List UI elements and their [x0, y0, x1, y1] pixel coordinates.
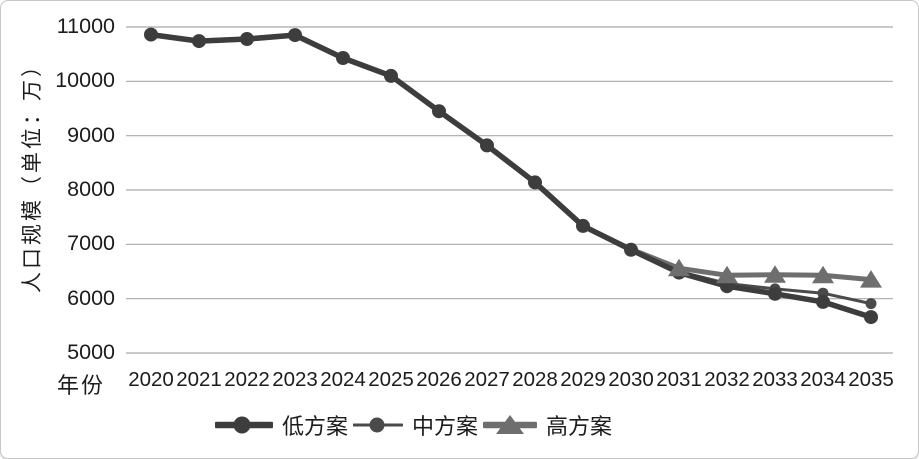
series-high-marker — [764, 265, 786, 283]
x-tick-label: 2029 — [560, 368, 606, 391]
x-tick-label: 2033 — [752, 368, 798, 391]
x-tick-label: 2022 — [224, 368, 270, 391]
series-low-marker — [480, 138, 494, 153]
x-tick-label: 2024 — [320, 368, 366, 391]
x-tick-label: 2020 — [128, 368, 174, 391]
series-mid-line — [150, 33, 872, 306]
legend-label-mid: 中方案 — [412, 414, 479, 439]
x-tick-label: 2028 — [512, 368, 558, 391]
x-tick-label: 2026 — [416, 368, 462, 391]
series-low-marker — [336, 51, 350, 65]
x-tick-label: 2032 — [704, 368, 750, 391]
series-high-line — [150, 32, 872, 283]
y-tick-label: 9000 — [67, 122, 115, 147]
series-low-marker — [384, 68, 398, 83]
series-low-marker — [624, 242, 638, 257]
series-low-marker — [576, 218, 590, 233]
series-low-line — [150, 31, 872, 320]
y-tick-label: 7000 — [67, 231, 115, 256]
series-low-marker — [768, 286, 782, 301]
series-low-marker — [288, 28, 302, 43]
series-low-marker — [864, 310, 878, 325]
legend-label-high: 高方案 — [546, 414, 613, 439]
x-tick-label: 2031 — [656, 368, 702, 391]
x-tick-label: 2027 — [464, 368, 510, 391]
series-high-marker — [860, 270, 882, 288]
x-axis-title: 年份 — [57, 373, 106, 398]
legend-item-high: 高方案 — [483, 409, 612, 441]
x-tick-label: 2034 — [800, 368, 846, 391]
series-low-marker — [240, 32, 254, 46]
series-low-marker — [816, 294, 830, 309]
x-tick-label: 2021 — [176, 368, 222, 391]
x-tick-label: 2030 — [608, 368, 654, 391]
series-low-marker — [144, 27, 158, 42]
series-low-marker — [432, 104, 446, 119]
x-tick-label: 2023 — [272, 368, 318, 391]
x-tick-label: 2025 — [368, 368, 414, 391]
y-tick-label: 6000 — [67, 285, 115, 310]
series-low-marker — [192, 34, 206, 49]
high-series-line-triangle-icon — [483, 415, 538, 434]
y-tick-label: 11000 — [56, 14, 115, 38]
legend: 低方案 中方案 高方案 — [215, 409, 612, 441]
legend-item-mid: 中方案 — [353, 409, 478, 441]
series-low-marker — [528, 175, 542, 190]
series-high-marker — [716, 265, 738, 284]
series-high-marker — [812, 265, 834, 284]
y-tick-label: 10000 — [55, 68, 115, 93]
series-high-marker — [668, 258, 690, 277]
y-tick-label: 8000 — [67, 177, 115, 201]
legend-label-low: 低方案 — [282, 414, 349, 439]
x-tick-label: 2035 — [848, 368, 894, 391]
series-mid-marker — [865, 298, 877, 310]
y-tick-label: 5000 — [67, 340, 115, 364]
low-series-line-circle-icon — [215, 416, 273, 434]
legend-item-low: 低方案 — [215, 409, 348, 441]
mid-series-line-circle-icon — [353, 417, 404, 433]
